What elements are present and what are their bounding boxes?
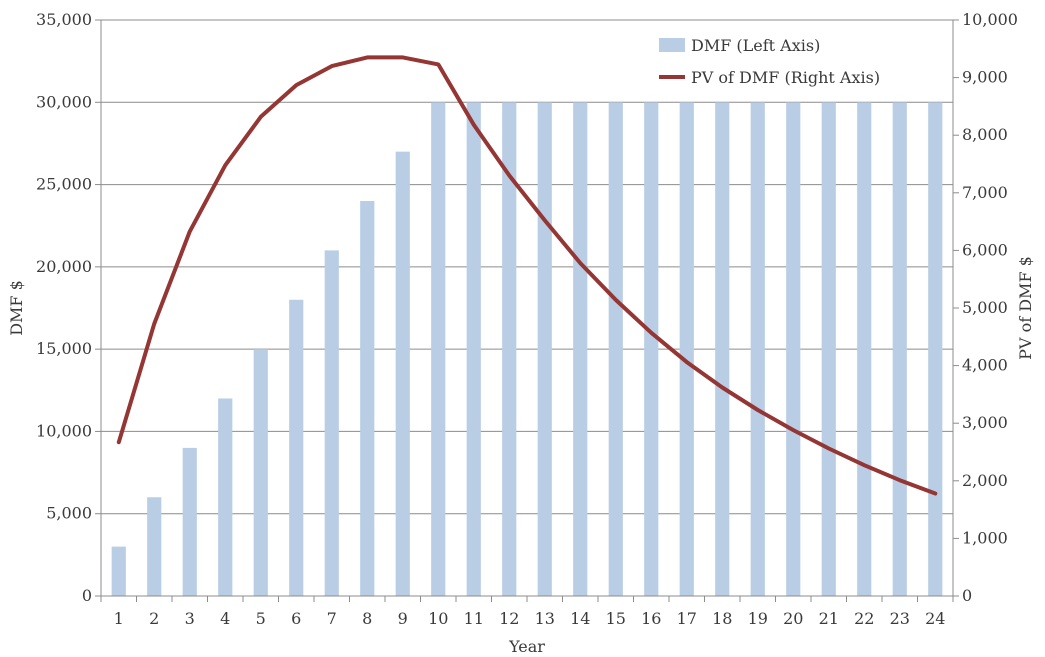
y2-tick-label: 6,000 bbox=[962, 240, 1008, 259]
x-tick-label: 23 bbox=[890, 609, 910, 628]
bar bbox=[892, 102, 907, 597]
y-tick-label: 30,000 bbox=[36, 92, 92, 111]
x-tick-label: 4 bbox=[220, 609, 230, 628]
bar bbox=[786, 102, 801, 597]
legend-swatch-dmf bbox=[659, 38, 685, 52]
bar bbox=[644, 102, 659, 597]
y-tick-label: 20,000 bbox=[36, 257, 92, 276]
x-tick-label: 9 bbox=[398, 609, 408, 628]
x-tick-label: 2 bbox=[149, 609, 159, 628]
x-tick-label: 21 bbox=[819, 609, 839, 628]
y-tick-label: 35,000 bbox=[36, 10, 92, 29]
x-tick-label: 3 bbox=[185, 609, 195, 628]
y2-tick-label: 10,000 bbox=[962, 10, 1018, 29]
y-axis-label: DMF $ bbox=[7, 280, 26, 336]
bar bbox=[431, 102, 446, 597]
x-tick-label: 22 bbox=[854, 609, 874, 628]
x-tick-label: 14 bbox=[570, 609, 590, 628]
y-tick-label: 15,000 bbox=[36, 339, 92, 358]
x-tick-label: 12 bbox=[499, 609, 519, 628]
y-tick-label: 25,000 bbox=[36, 175, 92, 194]
legend-label-pv: PV of DMF (Right Axis) bbox=[691, 68, 880, 87]
bar bbox=[147, 497, 162, 596]
legend-label-dmf: DMF (Left Axis) bbox=[691, 36, 820, 55]
x-tick-label: 11 bbox=[464, 609, 484, 628]
bar bbox=[289, 299, 304, 596]
x-tick-label: 19 bbox=[748, 609, 768, 628]
x-tick-label: 17 bbox=[677, 609, 697, 628]
bar bbox=[928, 102, 943, 597]
x-tick-label: 7 bbox=[327, 609, 337, 628]
bar bbox=[857, 102, 872, 597]
line-path bbox=[116, 55, 938, 496]
y2-tick-label: 9,000 bbox=[962, 68, 1008, 87]
axes bbox=[95, 19, 959, 602]
bar bbox=[679, 102, 694, 597]
y-tick-label: 0 bbox=[82, 586, 92, 605]
y2-tick-label: 2,000 bbox=[962, 471, 1008, 490]
bar bbox=[218, 398, 233, 596]
bar bbox=[750, 102, 765, 597]
bar bbox=[715, 102, 730, 597]
x-axis-label: Year bbox=[508, 637, 545, 656]
gridlines bbox=[101, 19, 953, 515]
bar bbox=[395, 151, 410, 596]
y2-tick-label: 1,000 bbox=[962, 528, 1008, 547]
bar bbox=[502, 102, 517, 597]
bar-series bbox=[111, 102, 943, 597]
bar bbox=[821, 102, 836, 597]
x-tick-label: 20 bbox=[783, 609, 803, 628]
bar bbox=[182, 447, 197, 596]
x-tick-label: 5 bbox=[256, 609, 266, 628]
y-tick-label: 5,000 bbox=[46, 504, 92, 523]
bar bbox=[466, 102, 481, 597]
bar bbox=[253, 349, 268, 596]
bar bbox=[608, 102, 623, 597]
bar bbox=[111, 546, 126, 596]
y2-tick-label: 8,000 bbox=[962, 125, 1008, 144]
x-tick-label: 18 bbox=[712, 609, 732, 628]
y2-tick-label: 0 bbox=[962, 586, 972, 605]
y2-tick-label: 3,000 bbox=[962, 413, 1008, 432]
x-tick-label: 1 bbox=[114, 609, 124, 628]
y2-tick-label: 7,000 bbox=[962, 183, 1008, 202]
tick-labels: 05,00010,00015,00020,00025,00030,00035,0… bbox=[36, 10, 1018, 628]
y-tick-label: 10,000 bbox=[36, 421, 92, 440]
bar bbox=[324, 250, 339, 596]
legend: DMF (Left Axis) PV of DMF (Right Axis) bbox=[659, 36, 880, 87]
bar bbox=[573, 102, 588, 597]
line-series bbox=[116, 55, 938, 496]
y2-tick-label: 5,000 bbox=[962, 298, 1008, 317]
x-tick-label: 6 bbox=[291, 609, 301, 628]
x-tick-label: 16 bbox=[641, 609, 661, 628]
x-tick-label: 15 bbox=[606, 609, 626, 628]
bar bbox=[537, 102, 552, 597]
bar bbox=[360, 201, 375, 596]
y2-tick-label: 4,000 bbox=[962, 356, 1008, 375]
x-tick-label: 8 bbox=[362, 609, 372, 628]
x-tick-label: 13 bbox=[535, 609, 555, 628]
x-tick-label: 10 bbox=[428, 609, 448, 628]
y2-axis-label: PV of DMF $ bbox=[1016, 256, 1035, 360]
x-tick-label: 24 bbox=[925, 609, 945, 628]
